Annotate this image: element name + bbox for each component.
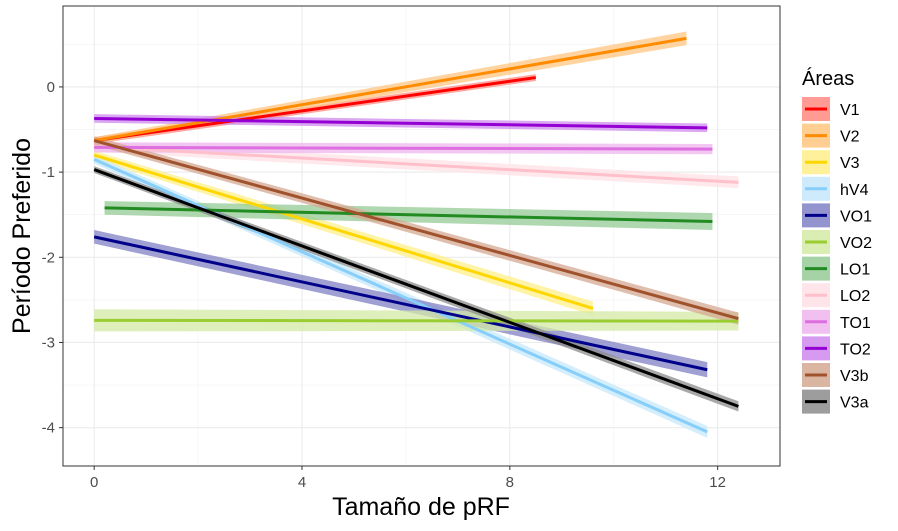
x-tick-label: 12 (709, 474, 726, 491)
y-tick-label: 0 (47, 79, 55, 96)
y-axis-ticks: 0 -1 -2 -3 -4 (42, 79, 63, 437)
legend-label: TO1 (840, 315, 871, 332)
legend-item-to1: TO1 (802, 309, 871, 334)
legend-label: TO2 (840, 341, 871, 358)
legend-label: V1 (840, 102, 860, 119)
legend-title: Áreas (802, 67, 854, 90)
legend-label: V2 (840, 129, 860, 146)
series-line-v2 (93, 36, 687, 143)
series-line-lo2 (94, 145, 739, 184)
series-line-v3 (93, 153, 594, 310)
legend-label: VO2 (840, 235, 872, 252)
x-axis-title: Tamaño de pRF (332, 493, 510, 521)
x-tick-label: 0 (90, 474, 98, 491)
legend-item-vo2: VO2 (802, 230, 872, 254)
legend-label: hV4 (840, 182, 869, 199)
legend-label: VO1 (840, 208, 872, 225)
legend-label: V3 (840, 155, 860, 172)
series-line-vo2 (94, 318, 739, 323)
series-line-v3a (93, 168, 739, 408)
x-tick-label: 4 (298, 474, 306, 491)
y-tick-label: -2 (42, 249, 55, 266)
x-axis-ticks: 0 4 8 12 (90, 466, 726, 491)
legend-item-v2: V2 (802, 123, 860, 148)
legend: Áreas V1 V2 V3 hV4 VO1 VO2 LO1 LO2 TO1 TO2 V3b V3a (802, 67, 872, 414)
legend-item-v3: V3 (802, 150, 860, 175)
series-lines (93, 36, 739, 434)
series-line-v3b (93, 139, 739, 321)
legend-item-lo2: LO2 (802, 283, 870, 308)
y-tick-label: -1 (42, 164, 55, 181)
legend-item-lo1: LO1 (802, 256, 870, 281)
legend-item-v3a: V3a (802, 389, 869, 414)
series-line-vo1 (93, 235, 708, 372)
legend-label: V3a (840, 395, 869, 412)
legend-label: LO2 (840, 288, 870, 305)
legend-label: V3b (840, 368, 869, 385)
x-tick-label: 8 (506, 474, 514, 491)
y-axis-title: Período Preferido (8, 138, 36, 334)
series-line-to1 (94, 145, 713, 151)
y-tick-label: -3 (42, 334, 55, 351)
legend-item-hv4: hV4 (802, 176, 869, 201)
legend-item-vo1: VO1 (802, 203, 872, 228)
plot-border (62, 5, 781, 467)
legend-item-v1: V1 (802, 97, 860, 121)
y-tick-label: -4 (42, 420, 55, 437)
series-line-hv4 (93, 157, 708, 434)
legend-label: LO1 (840, 262, 870, 279)
legend-item-v3b: V3b (802, 363, 869, 387)
legend-item-to2: TO2 (802, 336, 871, 361)
series-line-v1 (93, 76, 537, 143)
series-line-to2 (94, 116, 708, 130)
